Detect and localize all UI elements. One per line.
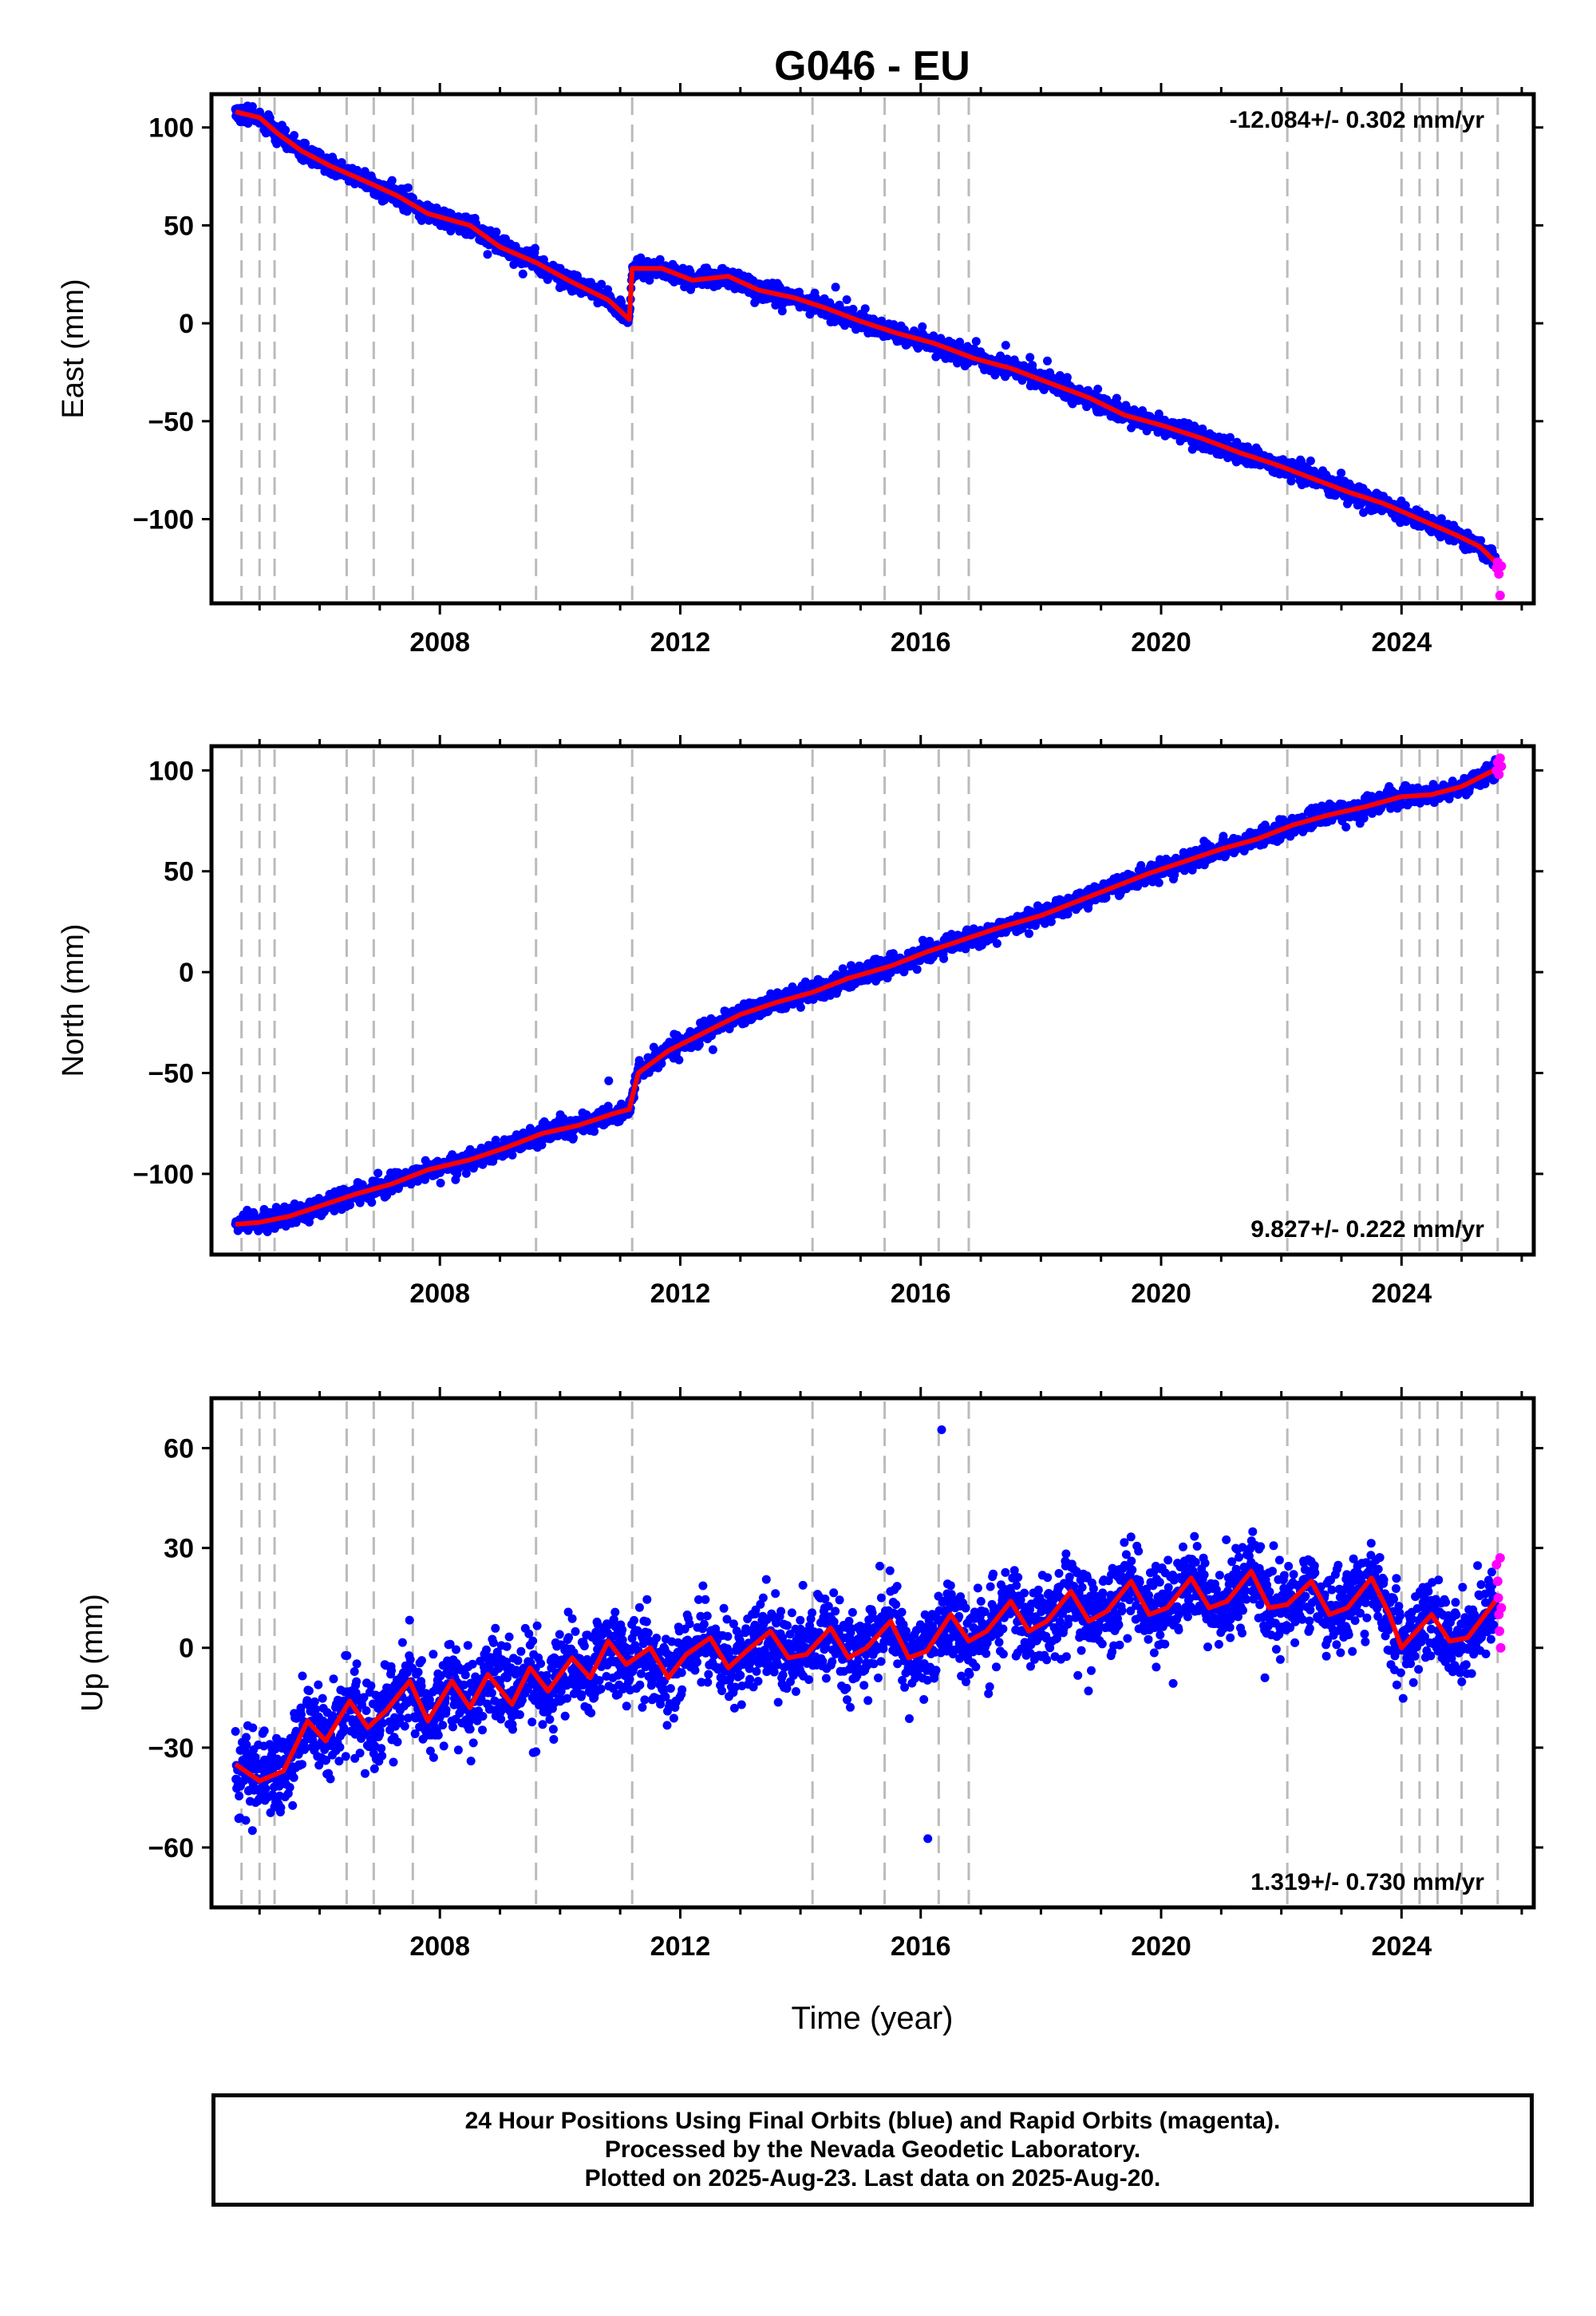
data-point	[1476, 536, 1486, 545]
y-tick-label-east: 0	[179, 309, 194, 339]
data-point	[1436, 514, 1446, 524]
data-point	[483, 250, 492, 259]
x-tick-label-east: 2020	[1131, 627, 1191, 658]
data-point	[1154, 878, 1163, 887]
data-point	[992, 939, 1001, 948]
rapid-point-east	[1496, 561, 1507, 571]
x-tick-label-east: 2024	[1371, 627, 1432, 658]
data-point	[1101, 893, 1111, 903]
data-point	[387, 176, 397, 185]
data-point	[617, 298, 626, 306]
data-point	[508, 1150, 517, 1160]
data-point	[708, 1045, 717, 1054]
data-point	[1025, 929, 1033, 939]
data-point	[777, 306, 787, 316]
data-point	[1306, 456, 1315, 465]
data-point	[421, 1175, 430, 1184]
data-point	[604, 1076, 614, 1085]
data-point	[848, 304, 858, 314]
data-point	[939, 954, 949, 963]
data-point	[492, 227, 501, 237]
data-point	[408, 193, 417, 203]
y-tick-label-east: 100	[148, 113, 194, 144]
model-line-east	[235, 109, 1499, 567]
data-point	[403, 183, 413, 192]
figure-title: G046 - EU	[774, 43, 970, 89]
rapid-point-east	[1495, 591, 1505, 601]
data-point	[918, 322, 927, 331]
data-point	[1286, 476, 1296, 486]
data-point	[531, 243, 539, 253]
data-point	[301, 139, 310, 148]
data-point	[694, 1040, 704, 1049]
y-tick-label-east: −50	[148, 407, 194, 437]
data-point	[367, 1198, 377, 1207]
data-point	[281, 125, 290, 135]
data-point	[461, 1168, 471, 1178]
data-point	[247, 102, 257, 111]
data-point	[912, 965, 922, 974]
data-point	[1043, 356, 1052, 366]
y-tick-label-east: −100	[132, 504, 194, 535]
data-point	[1337, 468, 1346, 478]
data-point	[971, 337, 981, 346]
data-point	[796, 1002, 805, 1012]
data-point	[1400, 500, 1410, 510]
data-point	[432, 204, 441, 212]
data-point	[842, 295, 851, 304]
data-point	[518, 269, 527, 279]
x-tick-label-east: 2008	[409, 627, 470, 658]
data-point	[1226, 433, 1235, 442]
data-point	[290, 131, 299, 140]
data-point	[657, 1059, 666, 1069]
panel-east: 100 50 0 −50 −100 2008 2012 2016 2020 2024 East (m…	[57, 83, 1543, 658]
data-point	[1046, 917, 1056, 927]
data-point	[590, 1127, 599, 1136]
x-tick-label-east: 2016	[891, 627, 951, 658]
y-tick-label-east: 50	[164, 211, 194, 241]
data-point	[1062, 373, 1072, 382]
data-point	[436, 1178, 445, 1188]
data-point	[559, 1113, 568, 1123]
data-point	[800, 977, 810, 986]
data-point	[831, 283, 840, 292]
rapid-point-east	[1494, 569, 1504, 579]
data-point	[373, 1168, 383, 1178]
data-point	[337, 158, 346, 168]
x-tick-label-east: 2012	[650, 627, 711, 658]
data-point	[1025, 353, 1035, 362]
velocity-annotation-east: -12.084+/- 0.302 mm/yr	[1230, 107, 1485, 133]
data-point	[537, 1140, 547, 1150]
data-point	[860, 304, 870, 314]
data-point	[1187, 865, 1197, 875]
data-point	[1093, 385, 1103, 393]
y-axis-label-east: East (mm)	[57, 279, 90, 418]
data-point	[877, 316, 887, 326]
data-point	[674, 1055, 684, 1065]
data-point	[1055, 371, 1065, 380]
plot-frame-east	[209, 92, 1536, 606]
data-point	[1001, 341, 1010, 350]
data-point	[263, 1227, 272, 1236]
data-point	[597, 279, 606, 289]
data-point	[569, 1133, 578, 1143]
